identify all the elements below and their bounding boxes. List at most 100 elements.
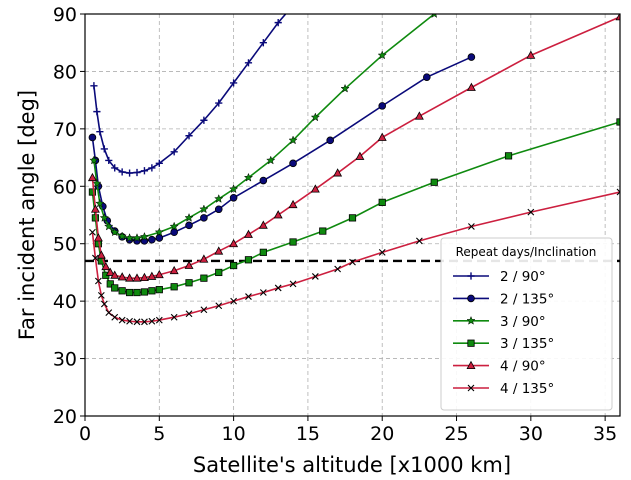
plot-frame (84, 13, 621, 417)
legend-box (440, 237, 613, 411)
data-point (93, 108, 101, 116)
y-axis-title: Far incident angle [deg] (15, 90, 39, 340)
data-point (244, 59, 253, 67)
legend-label: 4 / 135° (500, 381, 554, 397)
series-triangle (87, 14, 620, 282)
legend-item: 3 / 90° (453, 314, 546, 330)
data-point (155, 316, 163, 324)
legend-label: 3 / 90° (500, 314, 546, 330)
legend-title: Repeat days/Inclination (456, 245, 597, 259)
y-tick-label: 30 (53, 349, 77, 371)
x-tick-label: 15 (296, 423, 320, 445)
legend-swatch-marker (467, 294, 475, 303)
series-star (89, 14, 438, 242)
data-point (111, 164, 119, 172)
data-point (126, 317, 133, 325)
data-point (615, 14, 620, 21)
data-point (117, 231, 127, 241)
data-point (245, 293, 252, 300)
legend: Repeat days/Inclination 2 / 90° 2 / 135° 3… (440, 237, 613, 411)
data-point (377, 50, 387, 60)
data-point (169, 221, 179, 231)
data-point (89, 228, 96, 236)
data-point (289, 2, 296, 9)
x-tick-label: 20 (370, 423, 394, 445)
series-x (89, 188, 620, 326)
data-point (243, 172, 254, 182)
data-point (527, 208, 535, 216)
data-point (105, 267, 115, 276)
data-point (230, 79, 238, 87)
data-point (89, 155, 99, 165)
data-point (340, 83, 350, 93)
data-point (148, 287, 156, 295)
data-point (259, 248, 267, 256)
data-point (100, 300, 108, 308)
data-point (311, 273, 319, 280)
legend-label: 2 / 135° (500, 291, 554, 307)
y-tick-label: 60 (53, 176, 77, 198)
data-point (92, 254, 99, 262)
data-point (200, 274, 208, 282)
data-point (170, 313, 178, 321)
data-point (378, 248, 386, 256)
data-point (133, 318, 141, 326)
data-point (348, 214, 357, 222)
data-point (100, 145, 108, 153)
data-point (94, 277, 102, 285)
data-point (431, 14, 438, 18)
data-point (378, 102, 387, 110)
data-point (273, 210, 283, 219)
data-point (185, 279, 193, 287)
data-point (288, 135, 298, 145)
y-tick-label: 20 (53, 406, 77, 428)
data-point (118, 168, 126, 176)
legend-item: 2 / 90° (453, 269, 546, 285)
data-point (430, 178, 438, 186)
data-point (96, 250, 106, 259)
data-point (140, 167, 149, 175)
data-point (141, 318, 148, 326)
data-point (466, 82, 476, 91)
data-point (378, 198, 386, 206)
legend-swatch-marker (467, 272, 475, 280)
x-tick-label: 10 (222, 423, 246, 445)
legend-label: 3 / 135° (500, 336, 554, 352)
legend-swatch-marker (467, 339, 475, 347)
x-tick-label: 5 (153, 423, 165, 445)
series-line (93, 14, 287, 174)
data-point (215, 268, 223, 277)
data-point (200, 306, 208, 314)
data-point (349, 258, 356, 266)
data-point (184, 212, 194, 222)
data-point (169, 265, 179, 275)
data-point (110, 270, 120, 279)
legend-items: 2 / 90° 2 / 135° 3 / 90° 3 / 135° 4 / 90° 4 /… (453, 269, 554, 397)
data-point (170, 283, 178, 291)
data-point (96, 128, 104, 136)
data-point (155, 286, 163, 294)
data-point (155, 159, 163, 167)
data-point (377, 132, 387, 141)
data-point (154, 227, 164, 237)
legend-item: 4 / 90° (453, 359, 546, 375)
data-point (355, 151, 365, 160)
data-point (170, 228, 178, 237)
data-point (230, 261, 238, 270)
data-point (154, 269, 164, 279)
data-point (214, 194, 224, 203)
data-point (319, 227, 327, 235)
data-point (334, 265, 342, 273)
data-point (118, 316, 126, 324)
y-tick-label: 90 (53, 4, 77, 26)
data-point (289, 238, 297, 246)
x-tick-label: 30 (519, 423, 543, 445)
data-point (185, 221, 193, 230)
data-point (415, 237, 423, 245)
data-point (148, 317, 156, 325)
data-point (288, 199, 298, 209)
data-point (111, 313, 119, 321)
data-point (132, 233, 142, 242)
data-point (228, 184, 239, 194)
